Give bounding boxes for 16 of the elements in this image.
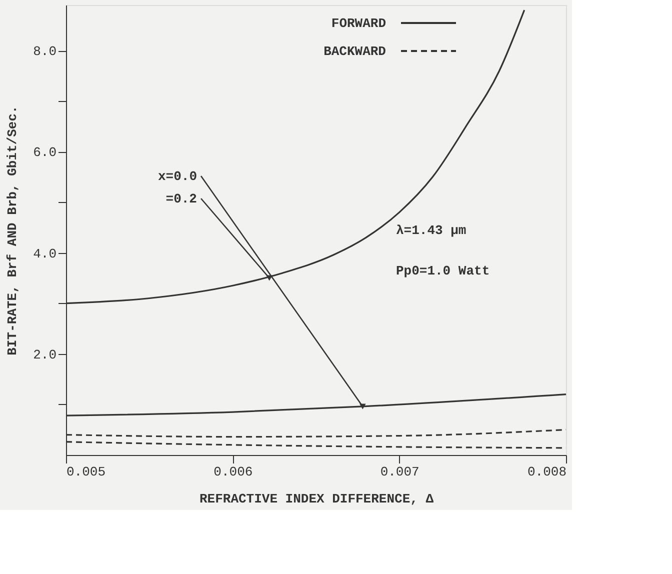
y-tick-label: 4.0 [33,246,56,262]
y-axis-title: BIT-RATE, Brf AND Brb, Gbit/Sec. [5,106,20,356]
legend-label: FORWARD [331,16,386,31]
x-tick-label: 0.006 [214,464,253,480]
x-axis-title: REFRACTIVE INDEX DIFFERENCE, Δ [199,492,434,506]
y-tick-label: 6.0 [33,145,56,160]
annotation: λ=1.43 μm [396,223,466,238]
legend-label: BACKWARD [324,44,386,59]
x-tick-label: 0.008 [527,464,566,480]
x-tick-label: 0.005 [66,464,106,480]
annotation: =0.2 [166,192,198,206]
y-tick-label: 2.0 [33,347,56,362]
x-tick-label: 0.007 [380,464,420,480]
annotation: Pp0=1.0 Watt [396,264,490,278]
y-tick-label: 8.0 [33,44,56,60]
annotation: x=0.0 [158,169,198,184]
